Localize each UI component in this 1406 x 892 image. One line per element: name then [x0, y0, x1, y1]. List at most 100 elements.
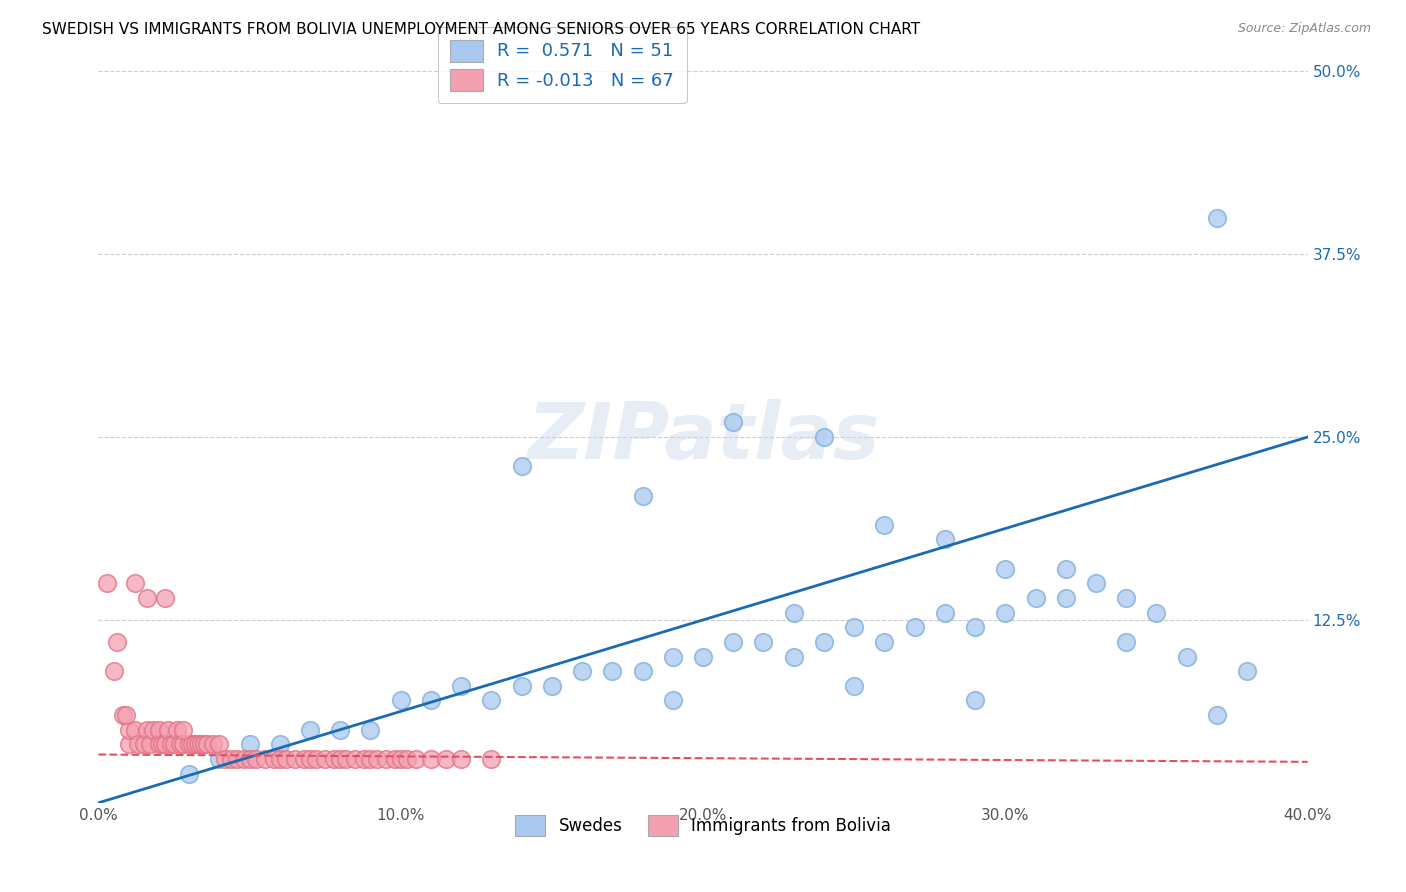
Point: [1115, 635, 1137, 649]
Point: [169, 737, 191, 751]
Point: [631, 664, 654, 678]
Point: [172, 737, 194, 751]
Point: [389, 752, 412, 766]
Point: [723, 635, 745, 649]
Point: [202, 737, 225, 751]
Point: [253, 752, 276, 766]
Point: [1144, 606, 1167, 620]
Point: [450, 679, 472, 693]
Point: [994, 562, 1017, 576]
Point: [269, 737, 291, 751]
Point: [1206, 211, 1229, 225]
Point: [148, 723, 170, 737]
Text: SWEDISH VS IMMIGRANTS FROM BOLIVIA UNEMPLOYMENT AMONG SENIORS OVER 65 YEARS CORR: SWEDISH VS IMMIGRANTS FROM BOLIVIA UNEMP…: [42, 22, 921, 37]
Point: [245, 752, 267, 766]
Point: [1236, 664, 1258, 678]
Point: [166, 723, 188, 737]
Point: [873, 635, 896, 649]
Point: [395, 752, 418, 766]
Point: [153, 591, 176, 605]
Point: [510, 459, 533, 474]
Point: [208, 752, 231, 766]
Point: [481, 752, 503, 766]
Point: [274, 752, 297, 766]
Point: [934, 606, 956, 620]
Point: [124, 723, 146, 737]
Point: [1054, 562, 1077, 576]
Point: [208, 737, 231, 751]
Point: [172, 723, 194, 737]
Point: [135, 723, 157, 737]
Point: [1024, 591, 1046, 605]
Point: [723, 416, 745, 430]
Point: [329, 752, 352, 766]
Text: Source: ZipAtlas.com: Source: ZipAtlas.com: [1237, 22, 1371, 36]
Point: [1054, 591, 1077, 605]
Text: ZIPatlas: ZIPatlas: [527, 399, 879, 475]
Point: [156, 723, 179, 737]
Point: [366, 752, 388, 766]
Point: [360, 723, 382, 737]
Point: [190, 737, 212, 751]
Point: [96, 576, 118, 591]
Point: [263, 752, 285, 766]
Point: [124, 576, 146, 591]
Point: [135, 591, 157, 605]
Point: [335, 752, 357, 766]
Point: [181, 737, 204, 751]
Point: [481, 693, 503, 707]
Point: [179, 737, 201, 751]
Point: [353, 752, 375, 766]
Point: [1206, 708, 1229, 723]
Point: [179, 766, 201, 780]
Point: [1175, 649, 1198, 664]
Point: [114, 708, 136, 723]
Point: [139, 737, 162, 751]
Point: [965, 620, 987, 634]
Point: [148, 737, 170, 751]
Point: [153, 737, 176, 751]
Point: [269, 752, 291, 766]
Point: [450, 752, 472, 766]
Point: [873, 517, 896, 532]
Point: [132, 737, 155, 751]
Point: [602, 664, 624, 678]
Point: [284, 752, 307, 766]
Point: [965, 693, 987, 707]
Point: [510, 679, 533, 693]
Point: [420, 752, 443, 766]
Point: [163, 737, 186, 751]
Point: [160, 737, 183, 751]
Point: [844, 620, 866, 634]
Point: [813, 635, 835, 649]
Point: [783, 606, 806, 620]
Point: [329, 723, 352, 737]
Point: [1236, 50, 1258, 64]
Point: [299, 723, 322, 737]
Point: [103, 664, 125, 678]
Point: [374, 752, 396, 766]
Point: [299, 752, 322, 766]
Point: [118, 723, 141, 737]
Point: [323, 752, 346, 766]
Point: [360, 752, 382, 766]
Point: [661, 693, 683, 707]
Point: [389, 693, 412, 707]
Point: [195, 737, 218, 751]
Point: [118, 737, 141, 751]
Point: [344, 752, 367, 766]
Point: [232, 752, 254, 766]
Point: [661, 649, 683, 664]
Point: [127, 737, 149, 751]
Point: [1085, 576, 1108, 591]
Point: [434, 752, 457, 766]
Point: [187, 737, 209, 751]
Point: [150, 737, 173, 751]
Point: [193, 737, 215, 751]
Point: [631, 489, 654, 503]
Point: [904, 620, 927, 634]
Point: [994, 606, 1017, 620]
Point: [813, 430, 835, 444]
Point: [692, 649, 714, 664]
Point: [420, 693, 443, 707]
